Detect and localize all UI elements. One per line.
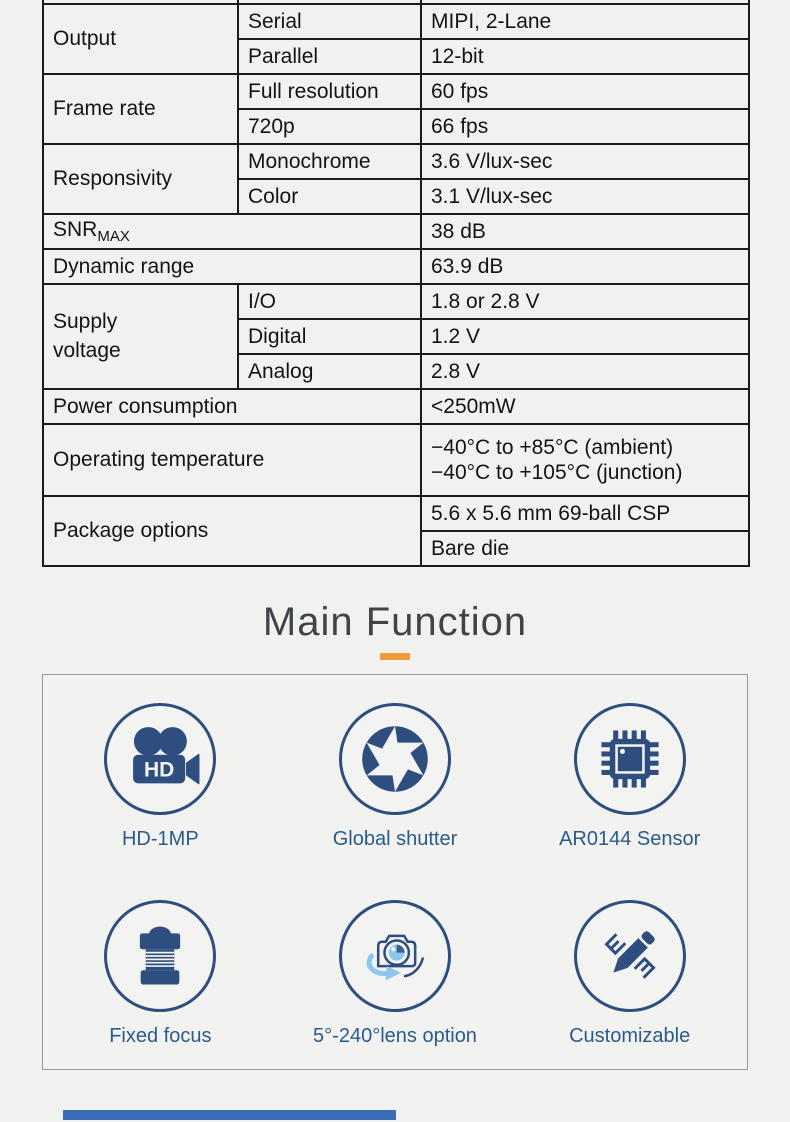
function-item-global-shutter: Global shutter (278, 675, 513, 872)
spec-value: 3.1 V/lux-sec (420, 178, 750, 215)
table-row: Bare die (43, 530, 750, 567)
spec-value: 5.6 x 5.6 mm 69-ball CSP (420, 495, 750, 532)
spec-label: Package options (42, 495, 422, 567)
table-row: Power consumption <250mW (42, 388, 750, 425)
spec-subcategory: Digital (237, 318, 422, 355)
spec-label: Dynamic range (42, 248, 422, 285)
spec-subcategory: I/O (237, 283, 422, 320)
function-label: Fixed focus (109, 1025, 212, 1047)
spec-label: SNRMAX (42, 213, 422, 250)
function-label: Customizable (569, 1025, 691, 1047)
spec-cell-empty (420, 0, 750, 5)
spec-value: 60 fps (420, 73, 750, 110)
page-title: Main Function (262, 600, 528, 644)
title-underline-dash (380, 653, 410, 660)
next-section-banner-edge (63, 1110, 396, 1120)
spec-subcategory: Full resolution (237, 73, 422, 110)
table-row: Responsivity Monochrome 3.6 V/lux-sec (42, 143, 750, 215)
table-row: Digital 1.2 V (43, 318, 750, 355)
spec-value: 63.9 dB (420, 248, 750, 285)
spec-label: Output (42, 3, 239, 75)
spec-value: 1.8 or 2.8 V (420, 283, 750, 320)
table-row (42, 0, 750, 5)
function-label: 5°-240°lens option (313, 1025, 477, 1047)
spec-value: <250mW (420, 388, 750, 425)
spec-value: MIPI, 2-Lane (420, 3, 750, 40)
video-camera-hd-icon: HD (104, 703, 217, 815)
spec-value: 2.8 V (420, 353, 750, 390)
spec-label: Supply voltage (42, 283, 239, 390)
spec-label: Operating temperature (42, 423, 422, 497)
spec-value: 3.6 V/lux-sec (420, 143, 750, 180)
spec-table: Output Serial MIPI, 2-Lane Parallel 12-b… (42, 0, 750, 567)
spec-label: Power consumption (42, 388, 422, 425)
spec-value: Bare die (420, 530, 750, 567)
table-row: 720p 66 fps (43, 108, 750, 145)
temperature-line-junction: −40°C to +105°C (junction) (431, 461, 683, 484)
spec-value: −40°C to +85°C (ambient) −40°C to +105°C… (420, 423, 750, 497)
spec-subcategory: Serial (237, 3, 422, 40)
table-row: SNRMAX 38 dB (42, 213, 750, 250)
snr-subscript: MAX (97, 228, 130, 246)
table-row: Operating temperature −40°C to +85°C (am… (42, 423, 750, 497)
spec-value: 38 dB (420, 213, 750, 250)
table-row: Dynamic range 63.9 dB (42, 248, 750, 285)
spec-value: 1.2 V (420, 318, 750, 355)
function-item-customizable: Customizable (512, 872, 747, 1069)
function-item-fixed-focus: Fixed focus (43, 872, 278, 1069)
spec-subcategory: Color (237, 178, 422, 215)
function-item-lens-option: 5°-240°lens option (278, 872, 513, 1069)
spec-value: 12-bit (420, 38, 750, 75)
main-function-panel: HD HD-1MP Global shutter (42, 674, 748, 1070)
function-item-ar0144-sensor: AR0144 Sensor (512, 675, 747, 872)
svg-text:HD: HD (144, 759, 174, 782)
lens-barrel-icon (104, 900, 217, 1012)
temperature-line-ambient: −40°C to +85°C (ambient) (431, 435, 674, 459)
table-row: Analog 2.8 V (43, 353, 750, 390)
spec-cell-empty (237, 0, 422, 5)
spec-subcategory: 720p (237, 108, 422, 145)
function-label: Global shutter (332, 828, 458, 850)
spec-label: Frame rate (42, 73, 239, 145)
function-item-hd-1mp: HD HD-1MP (43, 675, 278, 872)
aperture-icon (338, 703, 451, 815)
chip-icon (573, 703, 686, 815)
spec-cell-empty (42, 0, 239, 5)
table-row: Parallel 12-bit (43, 38, 750, 75)
table-row: Package options 5.6 x 5.6 mm 69-ball CSP (42, 495, 750, 567)
spec-subcategory: Parallel (237, 38, 422, 75)
spec-subcategory: Monochrome (237, 143, 422, 180)
table-row: Frame rate Full resolution 60 fps (42, 73, 750, 145)
table-row: Color 3.1 V/lux-sec (43, 178, 750, 215)
spec-label: Responsivity (42, 143, 239, 215)
pencil-edit-icon (573, 900, 686, 1012)
function-label: AR0144 Sensor (559, 828, 701, 850)
table-row: Supply voltage I/O 1.8 or 2.8 V (42, 283, 750, 390)
table-row: Output Serial MIPI, 2-Lane (42, 3, 750, 75)
camera-rotation-icon (338, 900, 451, 1012)
spec-subcategory: Analog (237, 353, 422, 390)
function-label: HD-1MP (121, 828, 199, 850)
spec-value: 66 fps (420, 108, 750, 145)
